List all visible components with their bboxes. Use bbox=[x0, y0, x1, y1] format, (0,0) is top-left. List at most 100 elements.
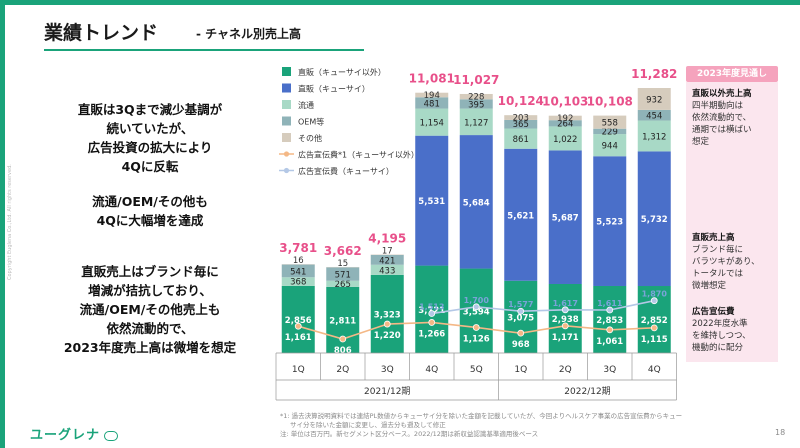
ad-spend-point bbox=[606, 306, 614, 314]
bar-segment bbox=[548, 115, 582, 121]
message-line: 4Qに大幅増を達成 bbox=[96, 213, 204, 228]
bar-segment bbox=[326, 267, 360, 281]
bar-segment bbox=[504, 128, 538, 149]
legend-label: 流通 bbox=[298, 100, 314, 110]
bar-segment bbox=[593, 134, 627, 157]
ad-spend-line bbox=[431, 299, 655, 315]
bar-segment bbox=[593, 156, 627, 286]
bar-value-label: 2,852 bbox=[641, 316, 668, 326]
bar-value-label: 481 bbox=[424, 99, 440, 109]
company-logo: ユーグレナ bbox=[30, 424, 119, 443]
bar-value-label: 365 bbox=[513, 120, 529, 130]
forecast-line: 通期では横ばい bbox=[692, 125, 752, 135]
legend-swatch bbox=[282, 133, 291, 142]
bar-value-label: 17 bbox=[382, 246, 393, 256]
bar-value-label: 228 bbox=[468, 93, 484, 103]
ad-spend-label: 1,700 bbox=[464, 296, 490, 305]
ad-spend-label: 1,577 bbox=[508, 300, 533, 309]
forecast-line: バラツキがあり、 bbox=[692, 257, 760, 267]
ad-spend-point bbox=[606, 326, 614, 334]
message-line: 2023年度売上高は微増を想定 bbox=[63, 340, 237, 355]
bar-value-label: 5,523 bbox=[596, 218, 623, 228]
legend-label: 直販（キューサイ以外） bbox=[298, 67, 386, 77]
bar-segment bbox=[415, 135, 449, 266]
x-tick-label: 1Q bbox=[514, 365, 527, 375]
ad-spend-label: 1,171 bbox=[552, 333, 579, 343]
legend-label: OEM等 bbox=[298, 117, 324, 127]
bar-segment bbox=[415, 265, 449, 353]
message-line: 続いていたが、 bbox=[106, 121, 194, 136]
bar-segment bbox=[459, 135, 493, 269]
bar-value-label: 1,127 bbox=[464, 118, 488, 128]
bar-segment bbox=[637, 109, 671, 121]
bar-segment bbox=[504, 119, 538, 129]
ad-spend-label: 1,611 bbox=[597, 299, 623, 308]
bar-value-label: 944 bbox=[602, 142, 618, 152]
bar-value-label: 5,621 bbox=[507, 211, 534, 221]
forecast-line: 機動的に配分 bbox=[692, 343, 744, 353]
ad-spend-point bbox=[517, 307, 525, 315]
message-line: 広告投資の拡大により bbox=[87, 140, 213, 155]
ad-spend-label: 1,115 bbox=[641, 335, 668, 345]
forecast-line: ブランド毎に bbox=[692, 245, 744, 255]
bar-total-label: 10,103 bbox=[542, 95, 588, 109]
message-line: 直販は3Qまで減少基調が bbox=[77, 102, 223, 117]
ad-spend-point bbox=[472, 324, 480, 331]
forecast-line: を維持しつつ、 bbox=[692, 331, 751, 341]
ad-spend-point bbox=[428, 310, 436, 317]
bar-segment bbox=[637, 151, 671, 287]
logo-ring-icon bbox=[104, 430, 119, 441]
ad-spend-label: 1,266 bbox=[418, 329, 445, 339]
bar-value-label: 2,853 bbox=[596, 316, 623, 326]
bar-segment bbox=[415, 97, 449, 109]
bar-value-label: 1,022 bbox=[553, 135, 577, 145]
footnote-line: サイ分を除いた金額に変更し、過去分も遡及して修正 bbox=[290, 421, 446, 429]
x-group-label: 2022/12期 bbox=[564, 386, 610, 397]
bar-value-label: 2,938 bbox=[552, 315, 579, 325]
bar-segment bbox=[548, 283, 582, 353]
bar-value-label: 368 bbox=[290, 278, 306, 288]
bar-total-label: 11,282 bbox=[631, 67, 677, 81]
forecast-heading: 直販以外売上高 bbox=[692, 89, 752, 99]
bar-value-label: 5,687 bbox=[552, 214, 579, 224]
legend-swatch bbox=[282, 116, 291, 126]
bar-value-label: 265 bbox=[335, 280, 351, 290]
legend-swatch bbox=[282, 67, 291, 76]
forecast-line: トータルでは bbox=[692, 269, 744, 279]
message-line: 依然流動的で、 bbox=[106, 321, 194, 336]
bar-value-label: 3,075 bbox=[507, 313, 534, 323]
bar-segment bbox=[415, 92, 449, 98]
bar-value-label: 3,594 bbox=[463, 307, 490, 317]
bar-total-label: 3,662 bbox=[324, 244, 362, 258]
forecast-column-bg bbox=[686, 82, 778, 362]
legend-label: 広告宣伝費*1（キューサイ以外） bbox=[298, 150, 419, 160]
legend-label: 広告宣伝費（キューサイ） bbox=[298, 166, 394, 176]
ad-spend-point bbox=[561, 306, 569, 314]
forecast-line: 2022年度水準 bbox=[692, 319, 748, 329]
message-block-3: 直販売上はブランド毎に 増減が拮抗しており、 流通/OEM/その他売上も 依然流… bbox=[30, 262, 270, 357]
x-tick-label: 4Q bbox=[648, 365, 661, 375]
bar-value-label: 932 bbox=[646, 95, 662, 105]
ad-spend-label: 1,220 bbox=[374, 331, 401, 341]
page-number: 18 bbox=[775, 428, 786, 437]
bar-value-label: 5,531 bbox=[418, 197, 445, 207]
forecast-heading: 直販売上高 bbox=[692, 233, 735, 243]
ad-spend-point bbox=[650, 297, 658, 305]
bar-total-label: 11,081 bbox=[409, 72, 455, 86]
ad-spend-label: 1,513 bbox=[419, 303, 444, 312]
bar-value-label: 192 bbox=[557, 114, 573, 124]
bar-segment bbox=[281, 264, 315, 278]
x-tick-label: 3Q bbox=[381, 365, 394, 375]
bar-segment bbox=[459, 108, 493, 136]
bar-value-label: 16 bbox=[293, 256, 304, 266]
ad-spend-point bbox=[294, 322, 302, 330]
forecast-block-ad: 広告宣伝費 2022年度水準 を維持しつつ、 機動的に配分 bbox=[692, 306, 778, 354]
message-block-1: 直販は3Qまで減少基調が 続いていたが、 広告投資の拡大により 4Qに反転 bbox=[40, 100, 260, 176]
ad-spend-point bbox=[472, 303, 480, 311]
message-line: 流通/OEM/その他売上も bbox=[79, 302, 221, 317]
bar-value-label: 421 bbox=[379, 256, 395, 266]
top-accent-bar bbox=[0, 0, 800, 5]
bar-segment bbox=[326, 280, 360, 287]
ad-spend-label: 1,126 bbox=[463, 334, 490, 344]
